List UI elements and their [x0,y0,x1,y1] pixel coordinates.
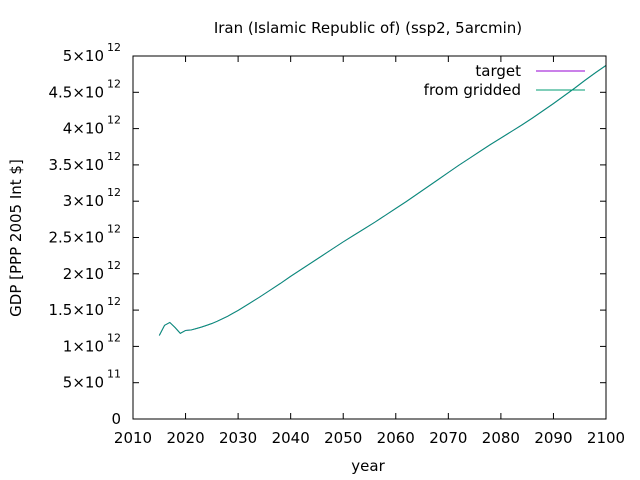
series-line-from-gridded [158,65,607,336]
y-axis-ticks: 0 5×10 11 1×10 12 1.5×10 12 2×10 12 2.5×10 12 3×10 1… [48,41,606,428]
y-tick-label: 2×10 12 [63,259,121,283]
x-tick-label: 2080 [482,429,520,447]
y-tick-label: 3×10 12 [63,186,121,210]
x-tick-label: 2040 [272,429,310,447]
y-tick-label: 3.5×10 12 [48,150,121,174]
y-tick-label: 1.5×10 12 [48,295,121,319]
x-tick-label: 2030 [219,429,257,447]
x-tick-label: 2070 [429,429,467,447]
y-tick-label: 5×10 12 [63,41,121,65]
y-tick-label: 1×10 12 [63,331,121,355]
legend: target from gridded [424,62,585,99]
x-tick-label: 2090 [534,429,572,447]
series-lines [158,65,607,336]
x-axis-ticks: 2010 2020 2030 2040 2050 2060 2070 2080 2090 2100 [114,56,625,447]
legend-label-from-gridded: from gridded [424,81,521,99]
legend-label-target: target [475,62,521,80]
x-tick-label: 2020 [166,429,204,447]
x-tick-label: 2010 [114,429,152,447]
x-tick-label: 2060 [377,429,415,447]
plot-frame [132,55,607,420]
y-tick-label: 0 [111,410,121,428]
y-tick-label: 4×10 12 [63,114,121,138]
y-tick-label: 5×10 11 [63,368,121,392]
y-tick-label: 4.5×10 12 [48,77,121,101]
y-tick-label: 2.5×10 12 [48,223,121,247]
y-axis-label: GDP [PPP 2005 Int $] [7,159,25,317]
series-line-target [158,65,607,336]
x-tick-label: 2100 [587,429,625,447]
chart-title: Iran (Islamic Republic of) (ssp2, 5arcmi… [214,19,522,37]
x-tick-label: 2050 [324,429,362,447]
x-axis-label: year [351,457,385,475]
